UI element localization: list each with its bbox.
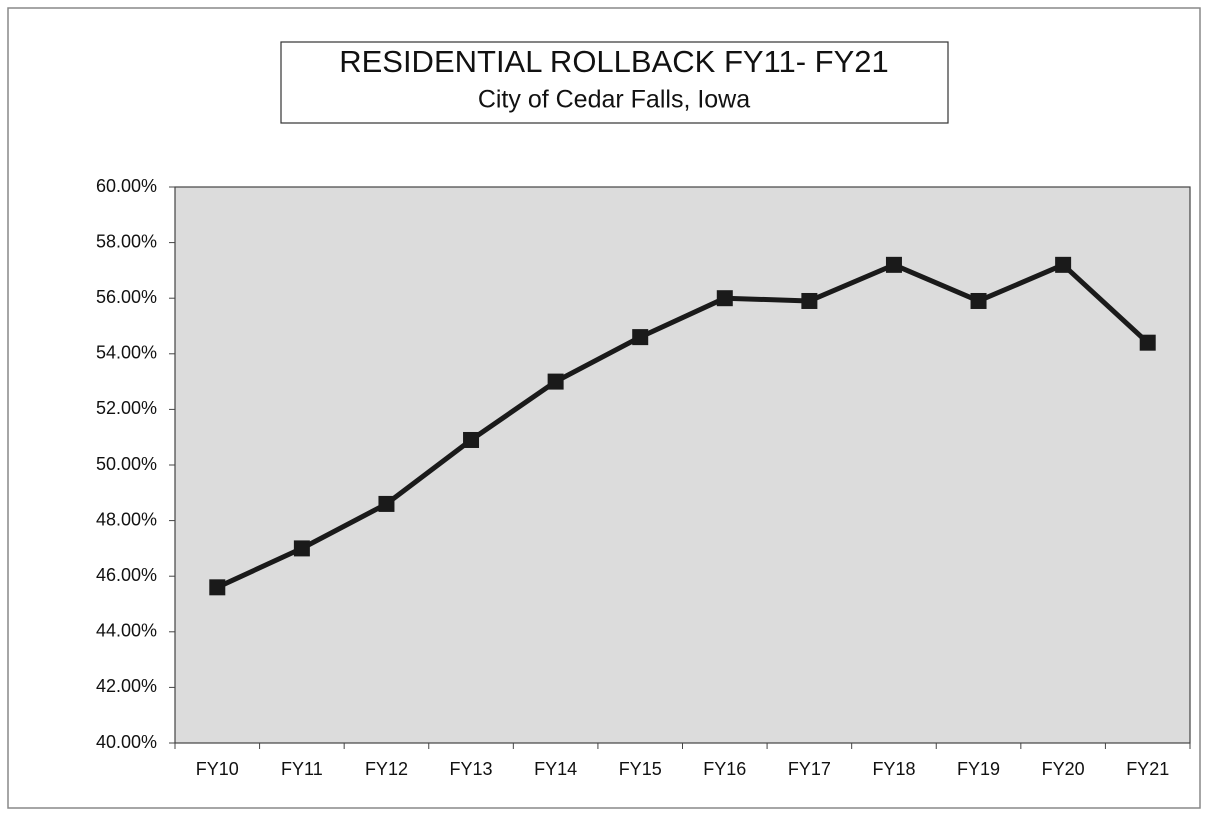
x-tick-label: FY19 [957,759,1000,779]
data-marker [885,256,902,273]
x-tick-label: FY10 [196,759,239,779]
data-line [216,262,1150,590]
data-marker [463,431,480,448]
y-tick-label: 54.00% [96,343,157,363]
y-tick-label: 46.00% [96,565,157,585]
y-tick-label: 56.00% [96,287,157,307]
y-tick-label: 52.00% [96,398,157,418]
y-tick-label: 40.00% [96,732,157,752]
data-marker [970,292,987,309]
data-marker [293,540,310,557]
y-tick-label: 42.00% [96,676,157,696]
data-marker [716,290,733,307]
data-marker [632,329,649,346]
data-marker [209,579,226,596]
x-tick-label: FY13 [450,759,493,779]
y-tick-label: 58.00% [96,231,157,251]
data-marker [547,373,564,390]
x-tick-label: FY20 [1042,759,1085,779]
title-box [280,41,949,124]
y-tick-label: 44.00% [96,621,157,641]
data-marker [801,292,818,309]
data-marker [1055,256,1072,273]
y-tick-label: 48.00% [96,509,157,529]
x-tick-label: FY14 [534,759,577,779]
x-tick-label: FY15 [619,759,662,779]
data-marker [1139,334,1156,351]
x-tick-label: FY11 [281,759,323,779]
plot-area [174,186,1191,744]
x-tick-label: FY16 [703,759,746,779]
x-tick-label: FY18 [872,759,915,779]
x-tick-label: FY12 [365,759,408,779]
x-tick-label: FY17 [788,759,831,779]
y-tick-label: 60.00% [96,176,157,196]
x-tick-label: FY21 [1126,759,1169,779]
data-marker [378,495,395,512]
chart-title: RESIDENTIAL ROLLBACK FY11- FY21 [339,44,889,79]
y-tick-label: 50.00% [96,454,157,474]
chart-subtitle: City of Cedar Falls, Iowa [478,86,750,114]
